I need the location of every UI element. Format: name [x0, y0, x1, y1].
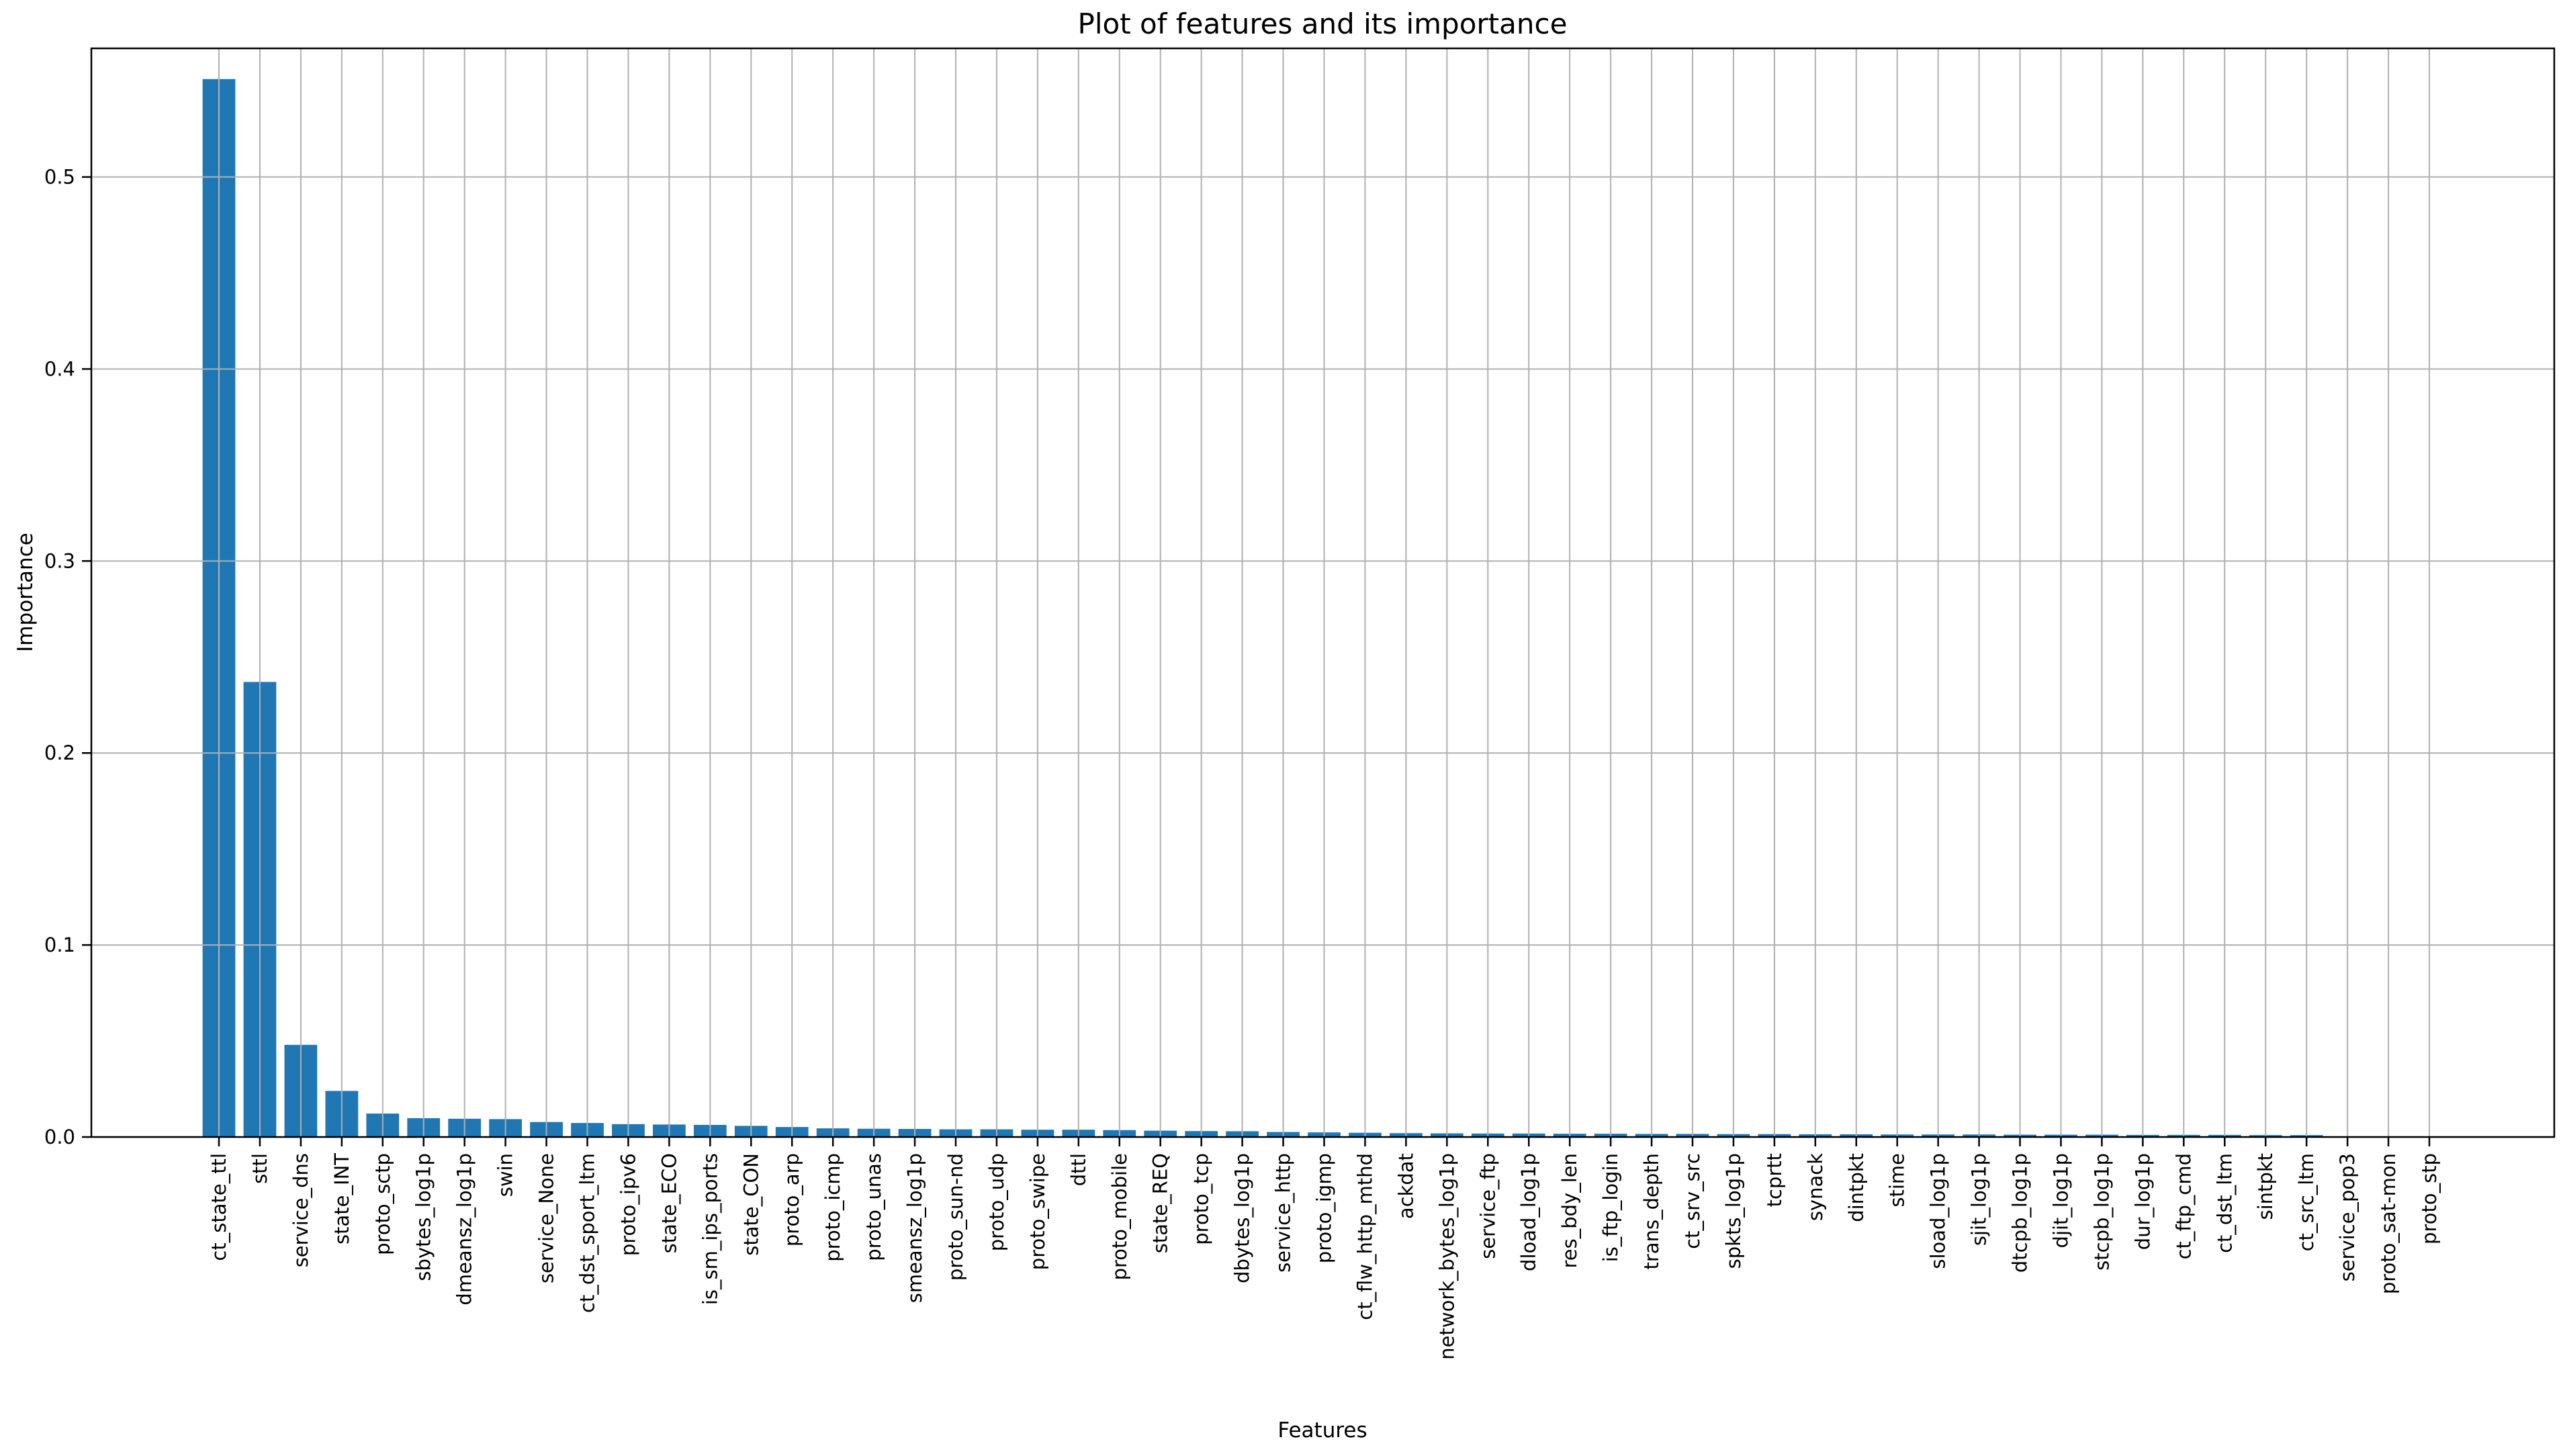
- x-tick-label: ct_ftp_cmd: [2172, 1153, 2195, 1259]
- x-tick-label: dbytes_log1p: [1231, 1153, 1254, 1283]
- x-tick-label: proto_udp: [985, 1153, 1008, 1251]
- x-tick-label: proto_mobile: [1108, 1153, 1131, 1280]
- x-tick-label: ct_dst_sport_ltm: [576, 1153, 599, 1313]
- x-tick-label: dload_log1p: [1517, 1153, 1540, 1271]
- x-tick-label: swin: [494, 1153, 517, 1197]
- x-tick-label: ackdat: [1394, 1153, 1417, 1219]
- x-tick-label: tcprtt: [1763, 1153, 1786, 1207]
- x-tick-label: ct_dst_ltm: [2213, 1153, 2236, 1253]
- x-tick-label: ct_state_ttl: [208, 1153, 230, 1261]
- x-tick-label: is_sm_ips_ports: [699, 1153, 721, 1305]
- y-tick-label: 0.2: [44, 741, 75, 764]
- x-tick-label: dintpkt: [1845, 1153, 1868, 1222]
- x-tick-label: proto_stp: [2418, 1153, 2441, 1244]
- y-tick-label: 0.1: [44, 934, 75, 956]
- x-tick-label: ct_srv_src: [1681, 1153, 1704, 1249]
- x-tick-label: sbytes_log1p: [412, 1153, 435, 1281]
- x-tick-label: trans_depth: [1640, 1153, 1663, 1269]
- vertical-gridlines-group: [218, 48, 2430, 1137]
- y-tick-labels-group: 0.0 0.1 0.2 0.3 0.4 0.5: [44, 166, 75, 1148]
- x-tick-label: service_dns: [289, 1153, 312, 1267]
- tick-marks-group: [82, 176, 2431, 1146]
- x-tick-label: stcpb_log1p: [2090, 1153, 2113, 1271]
- y-tick-label: 0.3: [44, 549, 75, 572]
- y-axis-label: Importance: [13, 533, 38, 652]
- x-tick-label: proto_sun-nd: [944, 1153, 967, 1281]
- y-tick-label: 0.5: [44, 166, 75, 189]
- x-tick-label: res_bdy_len: [1558, 1153, 1581, 1269]
- x-tick-label: proto_arp: [780, 1153, 803, 1246]
- x-tick-label: dmeansz_log1p: [453, 1153, 476, 1306]
- chart-title: Plot of features and its importance: [1078, 7, 1568, 40]
- x-tick-label: proto_swipe: [1026, 1153, 1049, 1270]
- x-tick-label: proto_sctp: [371, 1153, 394, 1255]
- x-tick-labels-group: ct_state_ttl sttl service_dns state_INT prot…: [208, 1153, 2441, 1360]
- x-tick-label: stime: [1886, 1153, 1909, 1208]
- x-tick-label: service_ftp: [1476, 1153, 1499, 1259]
- x-tick-label: service_pop3: [2336, 1153, 2359, 1281]
- x-tick-label: djit_log1p: [2050, 1153, 2073, 1248]
- x-tick-label: spkts_log1p: [1722, 1153, 1745, 1269]
- x-tick-label: dttl: [1067, 1153, 1090, 1186]
- x-tick-label: state_REQ: [1149, 1153, 1172, 1253]
- x-tick-label: proto_igmp: [1313, 1153, 1336, 1263]
- x-tick-label: sintpkt: [2254, 1153, 2277, 1220]
- x-tick-label: synack: [1804, 1153, 1827, 1221]
- x-tick-label: dtcpb_log1p: [2009, 1153, 2032, 1273]
- horizontal-gridlines-group: [91, 176, 2554, 946]
- x-tick-label: smeansz_log1p: [903, 1153, 926, 1303]
- x-tick-label: proto_sat-mon: [2377, 1153, 2400, 1294]
- x-tick-label: sload_log1p: [1927, 1153, 1950, 1269]
- x-tick-label: service_None: [535, 1153, 558, 1283]
- x-axis-label: Features: [1277, 1418, 1367, 1443]
- x-tick-label: ct_flw_http_mthd: [1353, 1153, 1376, 1320]
- x-tick-label: sttl: [249, 1153, 271, 1184]
- x-tick-label: network_bytes_log1p: [1435, 1153, 1458, 1360]
- x-tick-label: dur_log1p: [2131, 1153, 2154, 1250]
- x-tick-label: state_CON: [739, 1153, 762, 1256]
- plot-frame: [90, 47, 2556, 1138]
- x-tick-label: state_ECO: [658, 1153, 680, 1253]
- x-tick-label: sjit_log1p: [1968, 1153, 1991, 1246]
- x-tick-label: service_http: [1272, 1153, 1295, 1273]
- y-tick-label: 0.4: [44, 357, 75, 380]
- x-tick-label: ct_src_ltm: [2295, 1153, 2318, 1251]
- x-tick-label: proto_ipv6: [617, 1153, 639, 1256]
- x-tick-label: proto_tcp: [1190, 1153, 1213, 1245]
- x-tick-label: proto_icmp: [821, 1153, 844, 1262]
- y-tick-label: 0.0: [44, 1126, 75, 1148]
- x-tick-label: proto_unas: [862, 1153, 885, 1261]
- x-tick-label: state_INT: [330, 1153, 353, 1244]
- x-tick-label: is_ftp_login: [1599, 1153, 1622, 1262]
